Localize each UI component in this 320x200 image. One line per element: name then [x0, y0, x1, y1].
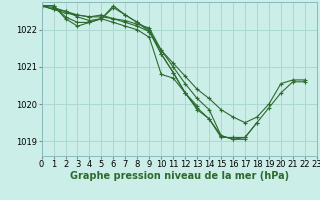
X-axis label: Graphe pression niveau de la mer (hPa): Graphe pression niveau de la mer (hPa) — [70, 171, 289, 181]
